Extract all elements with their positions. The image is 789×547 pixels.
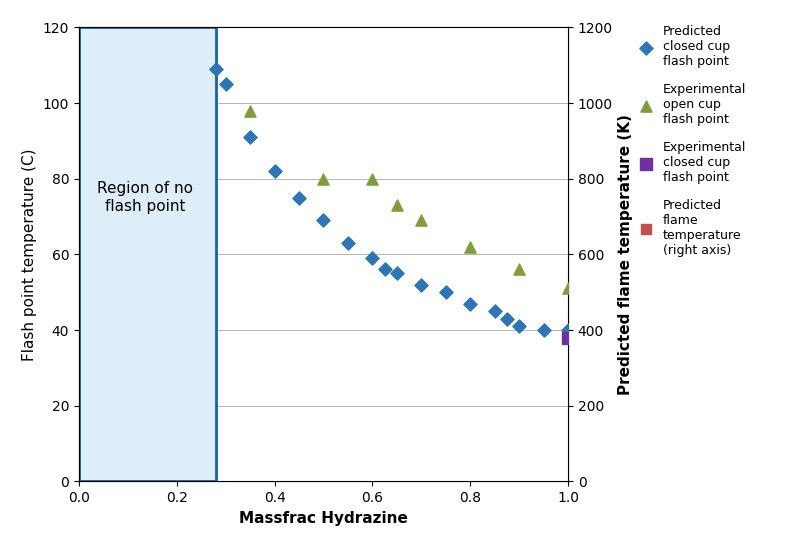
Point (378, 265, 391, 274)
Y-axis label: Predicted flame temperature (K): Predicted flame temperature (K) (619, 114, 634, 395)
Legend: Predicted
closed cup
flash point, Experimental
open cup
flash point, Experimenta: Predicted closed cup flash point, Experi… (633, 25, 746, 257)
Point (513, 322, 525, 330)
Point (317, 216, 330, 225)
Y-axis label: Flash point temperature (C): Flash point temperature (C) (22, 148, 37, 360)
Point (415, 216, 428, 225)
Point (210, 65, 222, 73)
Point (464, 299, 477, 308)
Point (562, 284, 574, 293)
Point (342, 238, 354, 247)
Point (391, 88, 403, 96)
Text: Region of no
flash point: Region of no flash point (97, 182, 193, 214)
Point (391, 269, 403, 278)
Point (244, 106, 256, 115)
Point (513, 265, 525, 274)
Point (500, 315, 513, 323)
Point (562, 91, 574, 100)
Point (366, 174, 379, 183)
Point (439, 288, 452, 296)
Point (366, 254, 379, 263)
Point (464, 89, 477, 98)
Bar (79, 27, 216, 481)
Point (244, 133, 256, 142)
Point (244, 93, 256, 102)
Point (537, 325, 550, 334)
Point (317, 88, 330, 96)
Point (488, 307, 501, 316)
Point (562, 325, 574, 334)
Point (293, 88, 305, 96)
Point (415, 88, 428, 96)
Point (513, 91, 525, 100)
Point (268, 89, 281, 98)
X-axis label: Massfrac Hydrazine: Massfrac Hydrazine (239, 511, 408, 526)
Point (391, 201, 403, 210)
Point (219, 80, 232, 89)
Point (317, 174, 330, 183)
Point (562, 333, 574, 342)
Point (342, 88, 354, 96)
Point (366, 88, 379, 96)
Point (464, 242, 477, 251)
Point (293, 193, 305, 202)
Point (415, 280, 428, 289)
Point (268, 167, 281, 176)
Point (210, 114, 222, 123)
